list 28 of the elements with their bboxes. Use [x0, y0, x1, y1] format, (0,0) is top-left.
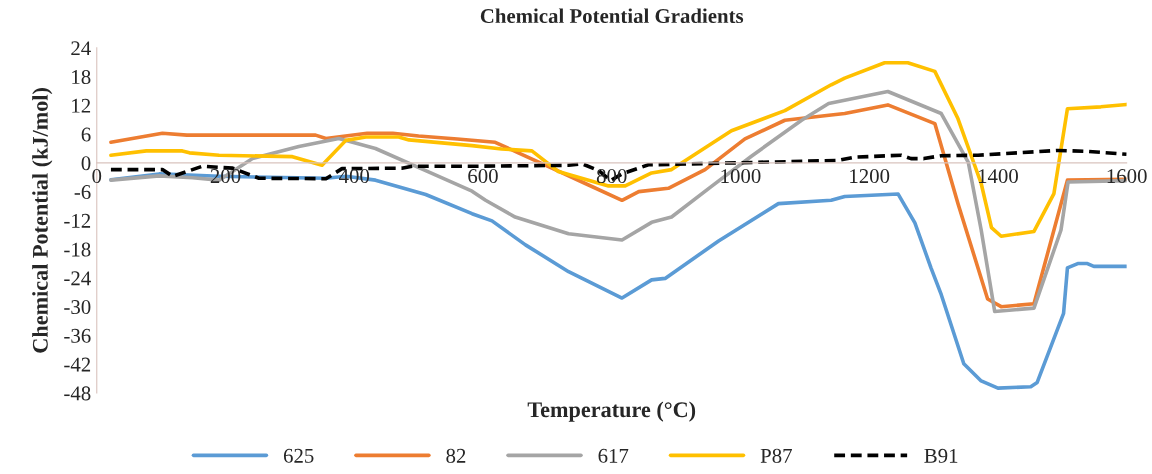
y-tick-label: 24	[71, 41, 91, 56]
x-tick-label: 600	[468, 169, 498, 184]
x-tick-label: 0	[92, 169, 102, 184]
x-tick-label: 200	[210, 169, 241, 184]
legend-label: 617	[598, 448, 629, 463]
x-axis-title: Temperature (°C)	[527, 401, 696, 422]
y-axis-title: Chemical Potential (kJ/mol)	[32, 88, 53, 353]
y-tick-label: -6	[74, 185, 91, 200]
chart-title: Chemical Potential Gradients	[480, 8, 744, 24]
x-tick-label: 1200	[850, 169, 890, 184]
legend-label: B91	[924, 448, 958, 463]
legend-label: 82	[446, 448, 466, 463]
y-tick-label: 6	[81, 127, 91, 142]
x-tick-label: 1600	[1107, 169, 1147, 184]
y-tick-label: -30	[64, 300, 91, 315]
y-tick-label: -48	[64, 386, 91, 401]
legend-label: 625	[283, 448, 314, 463]
y-tick-label: 18	[72, 70, 91, 85]
y-tick-label: -18	[64, 242, 91, 257]
x-tick-label: 400	[339, 169, 370, 184]
y-tick-label: -12	[64, 213, 91, 228]
y-tick-label: -42	[64, 357, 91, 372]
legend-label: P87	[760, 448, 792, 463]
y-tick-label: -24	[64, 271, 91, 286]
y-tick-label: -36	[64, 328, 91, 343]
y-tick-label: 12	[72, 98, 91, 113]
x-tick-label: 1000	[721, 169, 761, 184]
y-tick-label: 0	[81, 156, 91, 171]
